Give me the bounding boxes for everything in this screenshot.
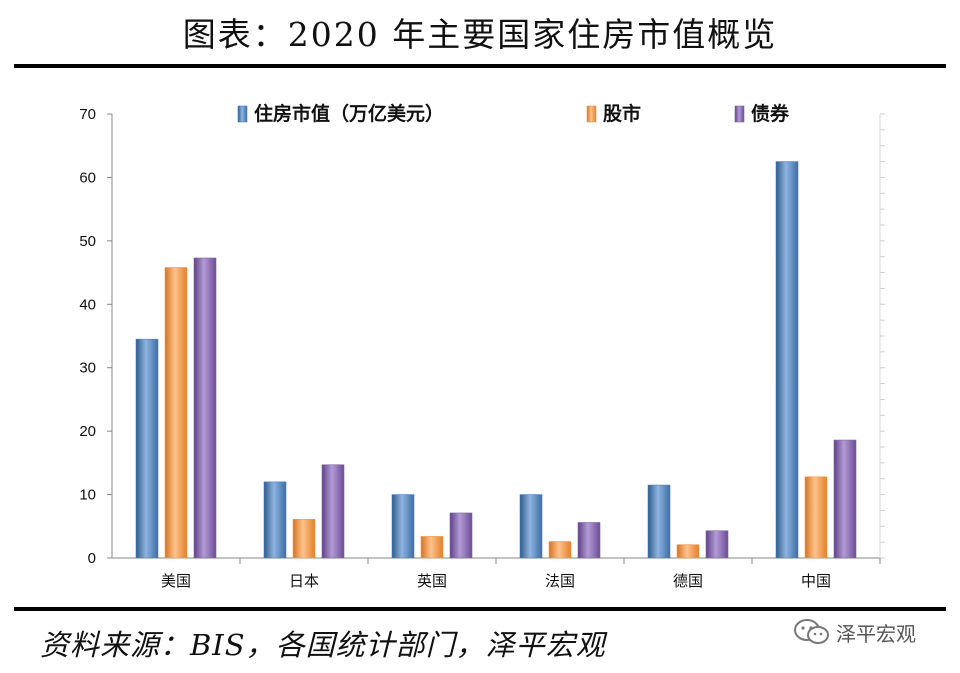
chart-legend: 住房市值（万亿美元） 股市 债券 <box>237 102 790 125</box>
bar <box>519 494 543 559</box>
chart-bars <box>135 161 857 559</box>
watermark: 泽平宏观 <box>792 617 916 647</box>
bar <box>804 476 828 559</box>
bar <box>321 464 345 559</box>
bar-chart: 0 10 20 30 40 50 60 70 美国 日本 英国 法国 德国 中国 住房市值（万亿美元） 股市… <box>79 102 885 590</box>
legend-label: 住房市值（万亿美元） <box>254 102 444 125</box>
legend-label: 债券 <box>751 102 790 125</box>
bar <box>775 161 799 559</box>
y-tick-label: 10 <box>79 487 96 504</box>
source-note: 资料来源：BIS，各国统计部门，泽平宏观 <box>40 628 606 662</box>
watermark-text: 泽平宏观 <box>836 621 916 646</box>
chart-labels: 0 10 20 30 40 50 60 70 美国 日本 英国 法国 德国 中国 <box>79 106 831 590</box>
y-tick-label: 40 <box>79 296 96 313</box>
x-tick-label: 日本 <box>289 572 319 590</box>
legend-swatch <box>237 105 248 123</box>
bar <box>548 541 572 559</box>
bar <box>391 494 415 559</box>
y-tick-label: 70 <box>79 106 96 123</box>
bar <box>577 522 601 559</box>
y-tick-label: 30 <box>79 360 96 377</box>
bar <box>676 544 700 559</box>
bar <box>833 439 857 559</box>
y-tick-label: 50 <box>79 233 96 250</box>
bar <box>705 530 729 559</box>
wechat-icon <box>794 619 829 644</box>
bar <box>135 338 159 559</box>
bar <box>164 267 188 559</box>
y-tick-label: 60 <box>79 169 96 186</box>
bar <box>263 481 287 559</box>
legend-label: 股市 <box>603 102 641 125</box>
bar <box>449 512 473 559</box>
bar <box>193 257 217 559</box>
bar <box>647 484 671 559</box>
y-tick-label: 20 <box>79 423 96 440</box>
legend-swatch <box>734 105 745 123</box>
bottom-rule <box>14 607 946 611</box>
chart-axes <box>107 113 885 564</box>
x-tick-label: 中国 <box>801 572 831 590</box>
legend-swatch <box>586 105 597 123</box>
x-tick-label: 德国 <box>673 572 703 590</box>
x-tick-label: 美国 <box>161 572 191 590</box>
bar <box>292 519 316 559</box>
x-tick-label: 英国 <box>417 572 447 590</box>
top-rule <box>14 64 946 68</box>
chart-title: 图表：2020 年主要国家住房市值概览 <box>182 15 778 54</box>
bar <box>420 536 444 559</box>
y-tick-label: 0 <box>88 550 96 567</box>
x-tick-label: 法国 <box>545 572 575 590</box>
